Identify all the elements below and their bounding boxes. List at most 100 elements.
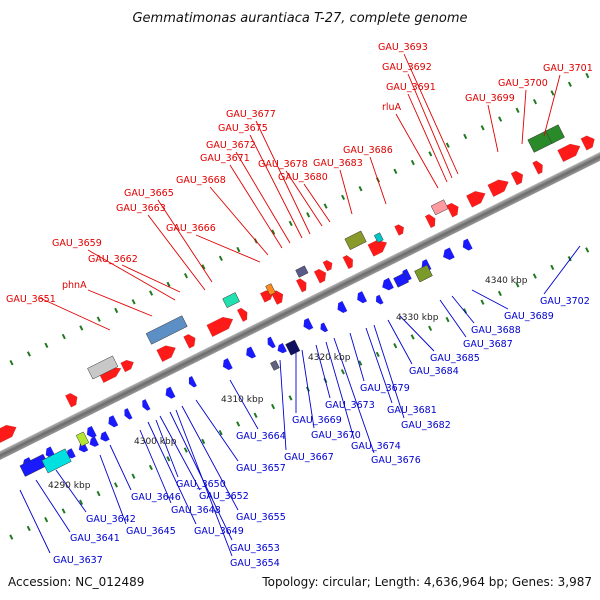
gene-label[interactable]: GAU_3664 (236, 431, 286, 442)
gene-label[interactable]: GAU_3646 (131, 492, 181, 503)
gene-label[interactable]: GAU_3671 (200, 153, 250, 164)
gene-arrow (86, 425, 97, 439)
leader-line (87, 289, 153, 317)
gene-label[interactable]: GAU_3700 (498, 78, 548, 89)
gene-label[interactable]: GAU_3686 (343, 145, 393, 156)
gene-label[interactable]: GAU_3653 (230, 543, 280, 554)
gene-arrow (313, 268, 327, 284)
gene-label[interactable]: GAU_3662 (88, 254, 138, 265)
gene-label[interactable]: GAU_3670 (311, 430, 361, 441)
gene-label[interactable]: GAU_3645 (126, 526, 176, 537)
gene-arrow (100, 431, 110, 442)
gene-label[interactable]: GAU_3641 (70, 533, 120, 544)
gene-label[interactable]: GAU_3654 (230, 558, 280, 569)
gene-label[interactable]: rluA (382, 102, 402, 113)
gene-label[interactable]: GAU_3682 (401, 420, 451, 431)
gene-label[interactable]: GAU_3655 (236, 512, 286, 523)
ruler-tick (183, 273, 189, 279)
ruler-tick (393, 168, 398, 174)
gene-label[interactable]: GAU_3701 (543, 63, 593, 74)
genome-backbone (0, 106, 600, 506)
ruler-tick (428, 325, 433, 331)
gene-label[interactable]: GAU_3652 (199, 491, 249, 502)
gene-label[interactable]: GAU_3681 (387, 405, 437, 416)
gene-box (344, 230, 367, 251)
gene-label[interactable]: GAU_3687 (463, 339, 513, 350)
label-leader-lines (19, 53, 581, 557)
gene-arrow (183, 334, 196, 349)
gene-arrow (342, 255, 354, 270)
gene-box (393, 272, 410, 288)
gene-label[interactable]: GAU_3674 (351, 441, 401, 452)
ruler-tick (26, 351, 31, 357)
ruler-tick (114, 307, 119, 314)
ruler-tick (149, 290, 154, 296)
leader-line (87, 249, 176, 301)
leader-line (209, 186, 269, 256)
gene-label[interactable]: GAU_3657 (236, 463, 286, 474)
gene-label[interactable]: GAU_3683 (313, 158, 363, 169)
leader-line (159, 415, 201, 491)
gene-arrow (394, 224, 405, 236)
gene-arrow (64, 392, 78, 408)
ruler-tick (271, 229, 276, 235)
gene-label[interactable]: GAU_3689 (504, 311, 554, 322)
gene-label[interactable]: GAU_3693 (378, 42, 428, 53)
gene-label[interactable]: GAU_3665 (124, 188, 174, 199)
gene-label[interactable]: GAU_3702 (540, 296, 590, 307)
gene-label[interactable]: GAU_3672 (206, 140, 256, 151)
gene-label[interactable]: GAU_3678 (258, 159, 308, 170)
ruler-tick (585, 72, 590, 79)
reverse-gene-labels: GAU_3637 GAU_3641 GAU_3642 GAU_3645 GAU_… (53, 296, 590, 569)
gene-label[interactable]: GAU_3684 (409, 366, 459, 377)
gene-label[interactable]: GAU_3688 (471, 325, 521, 336)
leader-line (285, 170, 323, 227)
gene-label[interactable]: GAU_3663 (116, 203, 166, 214)
gene-label[interactable]: GAU_3637 (53, 555, 103, 566)
gene-box (373, 232, 384, 243)
gene-label[interactable]: GAU_3651 (6, 294, 56, 305)
ruler-tick (480, 299, 485, 305)
gene-label[interactable]: GAU_3649 (194, 526, 244, 537)
gene-label[interactable]: GAU_3675 (218, 123, 268, 134)
ruler-tick (201, 438, 206, 445)
gene-arrow (320, 322, 329, 333)
ruler-tick (463, 308, 468, 314)
ruler-tick (550, 90, 555, 96)
ruler-tick (341, 194, 346, 201)
gene-arrow (337, 300, 348, 314)
gene-label[interactable]: GAU_3642 (86, 514, 136, 525)
gene-label[interactable]: GAU_3677 (226, 109, 276, 120)
gene-label[interactable]: GAU_3692 (382, 62, 432, 73)
leader-line (387, 319, 413, 365)
gene-label[interactable]: GAU_3673 (325, 400, 375, 411)
gene-label[interactable]: GAU_3691 (386, 82, 436, 93)
gene-label[interactable]: GAU_3648 (171, 505, 221, 516)
gene-label[interactable]: GAU_3669 (292, 415, 342, 426)
leader-line (395, 113, 439, 189)
ruler-tick (358, 360, 363, 366)
gene-label[interactable]: GAU_3699 (465, 93, 515, 104)
gene-box (145, 315, 188, 345)
gene-arrow (375, 294, 384, 305)
scale-label-4330: 4330 kbp (396, 313, 439, 323)
gene-label[interactable]: GAU_3679 (360, 383, 410, 394)
gene-label[interactable]: GAU_3650 (176, 479, 226, 490)
leader-line (543, 74, 561, 137)
gene-arrow (267, 336, 276, 349)
gene-label[interactable]: GAU_3659 (52, 238, 102, 249)
gene-label[interactable]: phnA (62, 280, 87, 291)
gene-label[interactable]: GAU_3685 (430, 353, 480, 364)
leader-line (229, 379, 259, 430)
leader-line (303, 183, 331, 223)
gene-label[interactable]: GAU_3680 (278, 172, 328, 183)
gene-label[interactable]: GAU_3676 (371, 455, 421, 466)
gene-label[interactable]: GAU_3667 (284, 452, 334, 463)
ruler-tick (166, 281, 171, 288)
gene-arrow (0, 424, 17, 444)
leader-line (369, 156, 387, 205)
gene-label[interactable]: GAU_3666 (166, 223, 216, 234)
ruler-tick (253, 412, 258, 418)
gene-label[interactable]: GAU_3668 (176, 175, 226, 186)
